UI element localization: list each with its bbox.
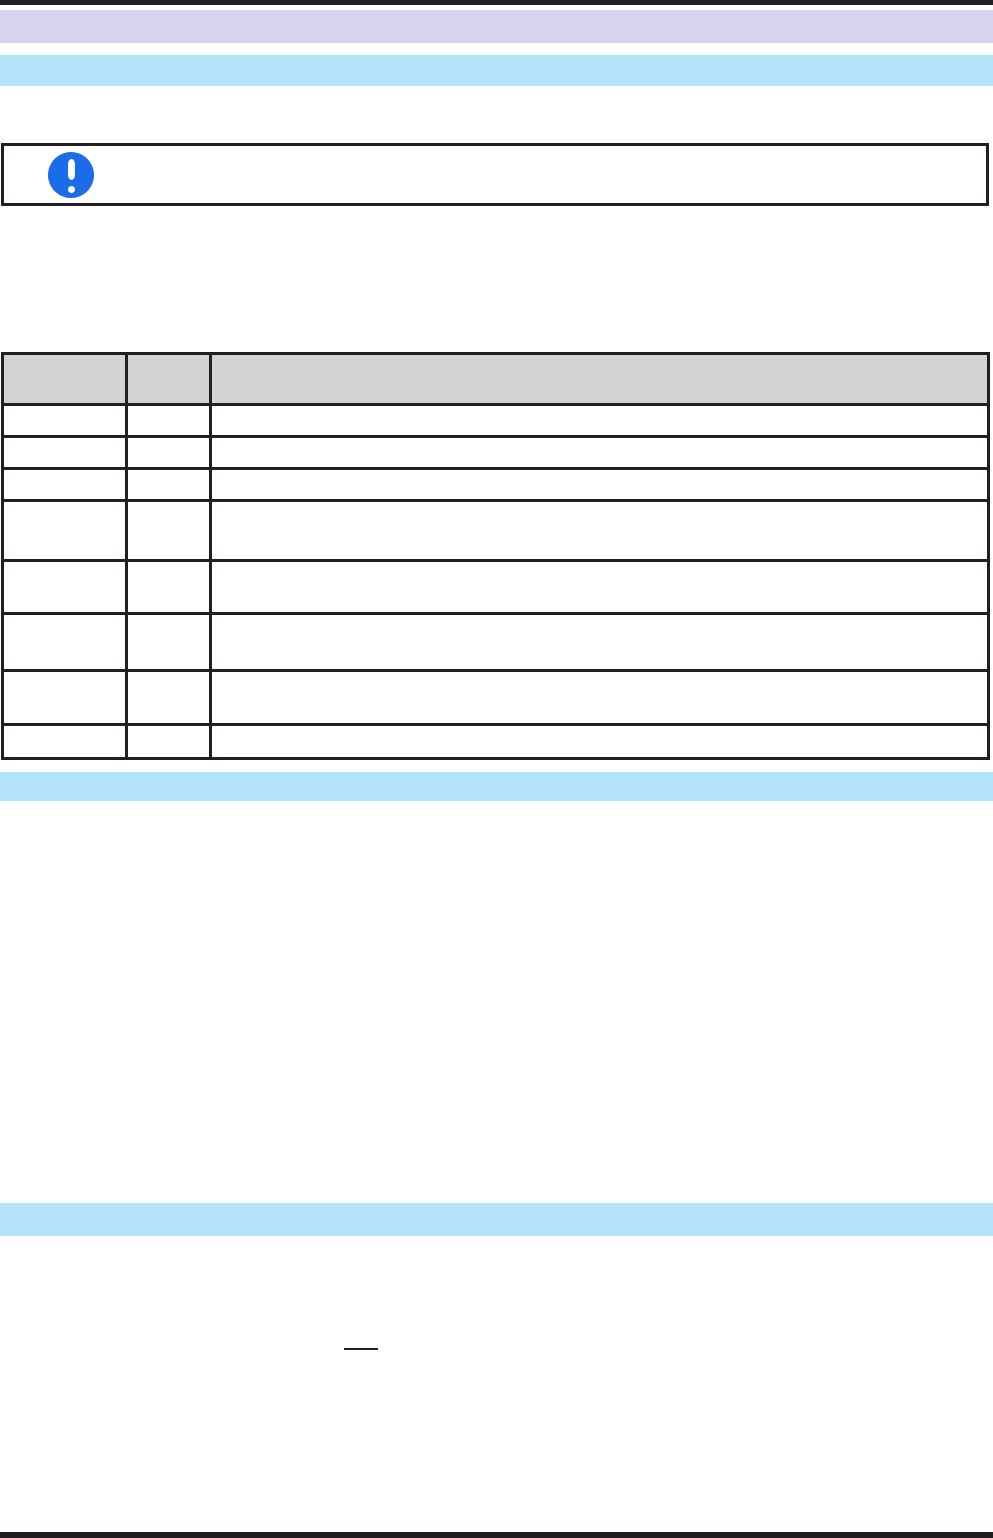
exclamation-circle-icon [48, 151, 94, 198]
table-header-cell-2 [125, 352, 212, 406]
table-cell [125, 723, 212, 760]
table-cell [1, 435, 128, 470]
notice-box [1, 143, 989, 206]
table-row [1, 723, 990, 760]
table-cell [209, 723, 990, 760]
section-heading-bar-2 [0, 772, 993, 801]
table-cell [1, 669, 128, 726]
table-cell [209, 612, 990, 672]
table-cell [1, 559, 128, 615]
bottom-rule [0, 1532, 993, 1538]
table-row [1, 499, 990, 562]
top-rule [0, 0, 993, 5]
table-cell [209, 669, 990, 726]
table-header-cell-3 [209, 352, 990, 406]
section-heading-bar-1 [0, 55, 993, 86]
table-header-cell-1 [1, 352, 128, 406]
table-cell [125, 467, 212, 502]
table-cell [209, 403, 990, 438]
table-cell [125, 612, 212, 672]
table-cell [1, 403, 128, 438]
table-cell [125, 403, 212, 438]
info-table [1, 352, 990, 760]
table-row [1, 669, 990, 726]
table-cell [1, 467, 128, 502]
table-cell [1, 499, 128, 562]
table-cell [125, 559, 212, 615]
section-heading-bar-3 [0, 1203, 993, 1236]
table-cell [125, 499, 212, 562]
table-header-row [1, 352, 990, 406]
page-header-bar [0, 10, 993, 43]
table-cell [209, 467, 990, 502]
table-row [1, 467, 990, 502]
table-cell [1, 612, 128, 672]
page-reference-link[interactable] [344, 1348, 378, 1350]
table-row [1, 559, 990, 615]
table-row [1, 403, 990, 438]
table-row [1, 435, 990, 470]
table-cell [209, 499, 990, 562]
table-cell [125, 669, 212, 726]
table-row [1, 612, 990, 672]
table-cell [125, 435, 212, 470]
table-cell [1, 723, 128, 760]
table-cell [209, 559, 990, 615]
table-cell [209, 435, 990, 470]
